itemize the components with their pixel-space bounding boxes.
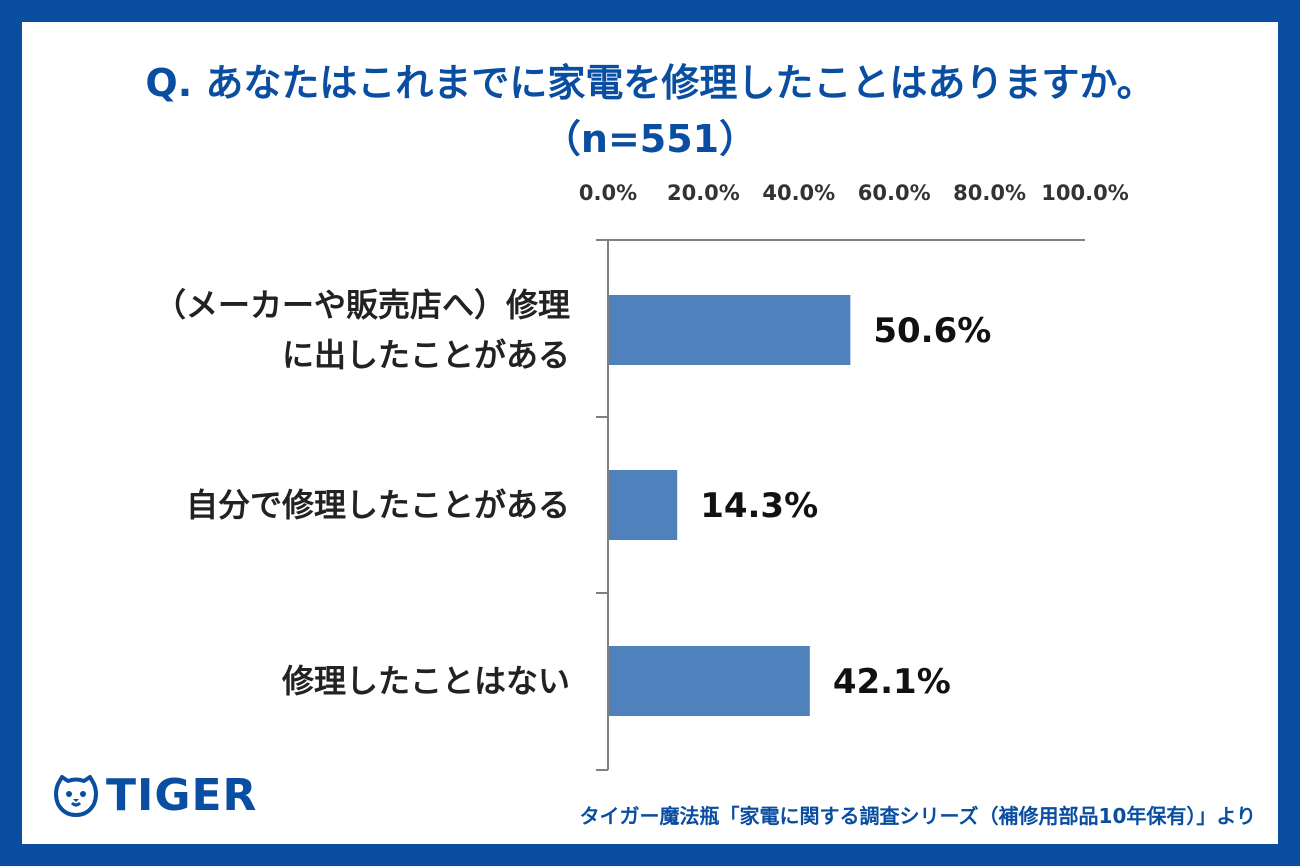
data-label: 14.3%: [700, 486, 818, 526]
x-tick-label: 0.0%: [579, 181, 637, 205]
logo-wordmark: TIGER: [106, 770, 258, 821]
tiger-logo: TIGER: [52, 770, 257, 821]
chart-title: Q. あなたはこれまでに家電を修理したことはありますか。: [145, 61, 1155, 105]
data-label: 42.1%: [833, 662, 951, 702]
x-tick-label: 80.0%: [953, 181, 1026, 205]
category-label: 修理したことはない: [281, 662, 570, 700]
category-label: に出したことがある: [282, 336, 570, 374]
category-label: 自分で修理したことがある: [186, 486, 570, 524]
bar: [609, 646, 810, 716]
category-label: （メーカーや販売店へ）修理: [154, 286, 570, 324]
x-tick-label: 20.0%: [667, 181, 740, 205]
x-tick-label: 40.0%: [762, 181, 835, 205]
bar-chart: 0.0% 20.0% 40.0% 60.0% 80.0% 100.0% 50.6% （メーカー…: [154, 181, 1129, 771]
chart-card: Q. あなたはこれまでに家電を修理したことはありますか。 （n=551） 0.0…: [22, 22, 1278, 844]
bar: [609, 470, 678, 540]
chart-subtitle-sample-size: （n=551）: [542, 117, 758, 161]
x-tick-label: 60.0%: [858, 181, 931, 205]
data-label: 50.6%: [873, 311, 991, 351]
tiger-face-icon: [54, 774, 98, 817]
x-tick-label: 100.0%: [1041, 181, 1128, 205]
bar: [609, 295, 851, 365]
source-note: タイガー魔法瓶「家電に関する調査シリーズ（補修用部品10年保有）」より: [579, 804, 1256, 828]
